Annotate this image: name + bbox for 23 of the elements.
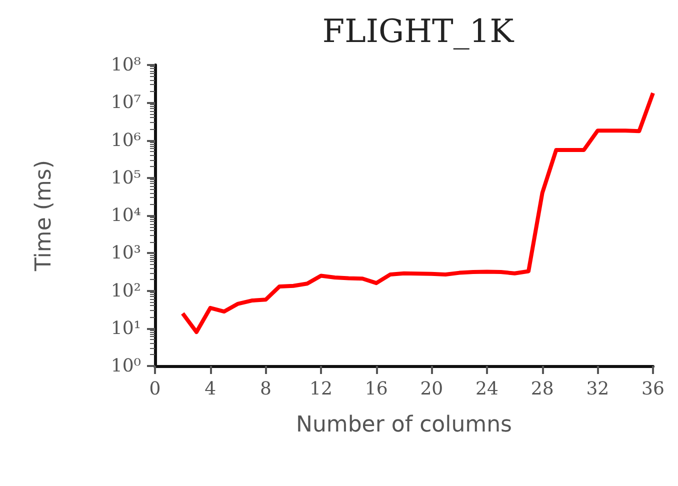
x-tick-label: 24: [476, 378, 498, 400]
x-tick-label: 36: [642, 378, 664, 400]
y-tick-label: 10²: [110, 280, 141, 302]
y-tick-label: 10⁴: [110, 205, 141, 226]
y-tick-label: 10⁰: [110, 356, 141, 376]
x-tick-label: 8: [260, 378, 272, 400]
x-tick-label: 32: [586, 378, 610, 400]
y-tick-label: 10⁸: [110, 54, 141, 76]
x-axis-title: Number of columns: [296, 412, 512, 438]
x-tick-label: 20: [420, 378, 444, 400]
y-tick-label: 10⁷: [110, 92, 141, 114]
x-tick-label: 12: [310, 378, 332, 400]
x-tick-label: 4: [204, 378, 216, 400]
y-axis-title: Time (ms): [32, 160, 56, 272]
x-tick-label: 0: [149, 378, 161, 400]
y-tick-label: 10¹: [110, 318, 141, 339]
x-tick-label: 16: [364, 378, 388, 400]
x-tick-label: 28: [530, 378, 554, 400]
chart-title: FLIGHT_1K: [322, 12, 515, 50]
line-series: [180, 91, 655, 334]
y-tick-label: 10⁶: [110, 130, 141, 151]
y-tick-label: 10³: [110, 242, 141, 264]
y-tick-label: 10⁵: [110, 167, 141, 188]
